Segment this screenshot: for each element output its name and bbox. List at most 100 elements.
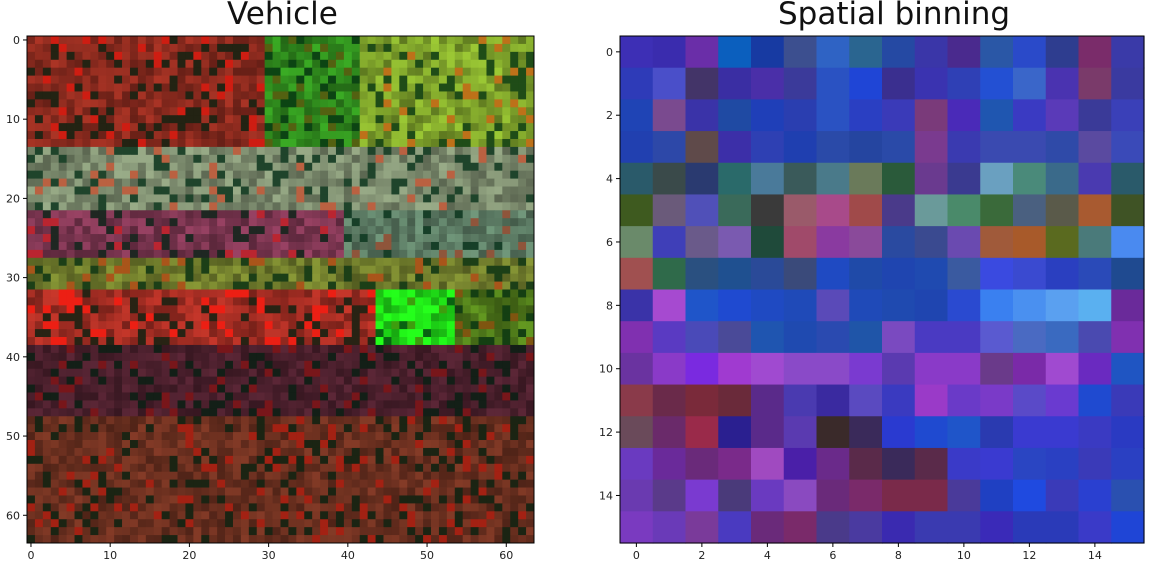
cell bbox=[431, 416, 439, 424]
cell bbox=[114, 464, 122, 472]
cell bbox=[304, 329, 312, 337]
cell bbox=[360, 68, 368, 76]
cell bbox=[376, 36, 384, 44]
cell bbox=[471, 361, 479, 369]
cell bbox=[653, 163, 686, 195]
cell bbox=[407, 408, 415, 416]
cell bbox=[882, 258, 915, 290]
cell bbox=[407, 480, 415, 488]
cell bbox=[225, 488, 233, 496]
cell bbox=[35, 385, 43, 393]
cell bbox=[249, 258, 257, 266]
cell bbox=[439, 313, 447, 321]
cell bbox=[510, 282, 518, 290]
cell bbox=[217, 488, 225, 496]
cell bbox=[146, 377, 154, 385]
cell bbox=[162, 210, 170, 218]
cell bbox=[193, 242, 201, 250]
cell bbox=[51, 68, 59, 76]
cell bbox=[510, 297, 518, 305]
cell bbox=[82, 274, 90, 282]
cell bbox=[98, 44, 106, 52]
cell bbox=[27, 202, 35, 210]
cell bbox=[82, 456, 90, 464]
cell bbox=[526, 456, 534, 464]
cell bbox=[479, 258, 487, 266]
cell bbox=[170, 503, 178, 511]
cell bbox=[90, 282, 98, 290]
cell bbox=[518, 321, 526, 329]
x-tick-label: 30 bbox=[262, 549, 276, 562]
cell bbox=[233, 337, 241, 345]
cell bbox=[90, 107, 98, 115]
cell bbox=[431, 91, 439, 99]
cell bbox=[241, 488, 249, 496]
cell bbox=[304, 472, 312, 480]
cell bbox=[122, 488, 130, 496]
cell bbox=[288, 464, 296, 472]
cell bbox=[59, 36, 67, 44]
cell bbox=[502, 385, 510, 393]
cell bbox=[312, 163, 320, 171]
cell bbox=[273, 297, 281, 305]
cell bbox=[471, 226, 479, 234]
cell bbox=[360, 266, 368, 274]
cell bbox=[27, 171, 35, 179]
cell bbox=[1111, 99, 1144, 131]
cell bbox=[471, 282, 479, 290]
cell bbox=[98, 234, 106, 242]
cell bbox=[154, 535, 162, 543]
cell bbox=[423, 519, 431, 527]
cell bbox=[336, 416, 344, 424]
cell bbox=[479, 369, 487, 377]
cell bbox=[431, 68, 439, 76]
cell bbox=[193, 440, 201, 448]
cell bbox=[122, 408, 130, 416]
cell bbox=[193, 139, 201, 147]
cell bbox=[352, 464, 360, 472]
cell bbox=[43, 36, 51, 44]
cell bbox=[35, 68, 43, 76]
cell bbox=[751, 194, 784, 226]
cell bbox=[67, 202, 75, 210]
cell bbox=[201, 258, 209, 266]
cell bbox=[447, 385, 455, 393]
cell bbox=[43, 274, 51, 282]
cell bbox=[82, 163, 90, 171]
cell bbox=[178, 440, 186, 448]
cell bbox=[718, 68, 751, 100]
cell bbox=[1046, 416, 1079, 448]
cell bbox=[439, 297, 447, 305]
cell bbox=[106, 210, 114, 218]
cell bbox=[312, 353, 320, 361]
cell bbox=[312, 440, 320, 448]
cell bbox=[67, 361, 75, 369]
cell bbox=[407, 369, 415, 377]
cell bbox=[185, 527, 193, 535]
x-tick-label: 0 bbox=[633, 549, 640, 562]
cell bbox=[265, 290, 273, 298]
cell bbox=[82, 194, 90, 202]
cell bbox=[185, 337, 193, 345]
cell bbox=[265, 131, 273, 139]
cell bbox=[423, 107, 431, 115]
cell bbox=[415, 305, 423, 313]
cell bbox=[201, 503, 209, 511]
cell bbox=[146, 472, 154, 480]
cell bbox=[106, 495, 114, 503]
cell bbox=[43, 163, 51, 171]
cell bbox=[431, 535, 439, 543]
cell bbox=[249, 456, 257, 464]
cell bbox=[265, 488, 273, 496]
cell bbox=[360, 250, 368, 258]
cell bbox=[336, 369, 344, 377]
cell bbox=[217, 139, 225, 147]
cell bbox=[526, 258, 534, 266]
cell bbox=[526, 305, 534, 313]
cell bbox=[138, 361, 146, 369]
cell bbox=[170, 353, 178, 361]
cell bbox=[98, 353, 106, 361]
cell bbox=[193, 107, 201, 115]
cell bbox=[439, 258, 447, 266]
cell bbox=[265, 163, 273, 171]
